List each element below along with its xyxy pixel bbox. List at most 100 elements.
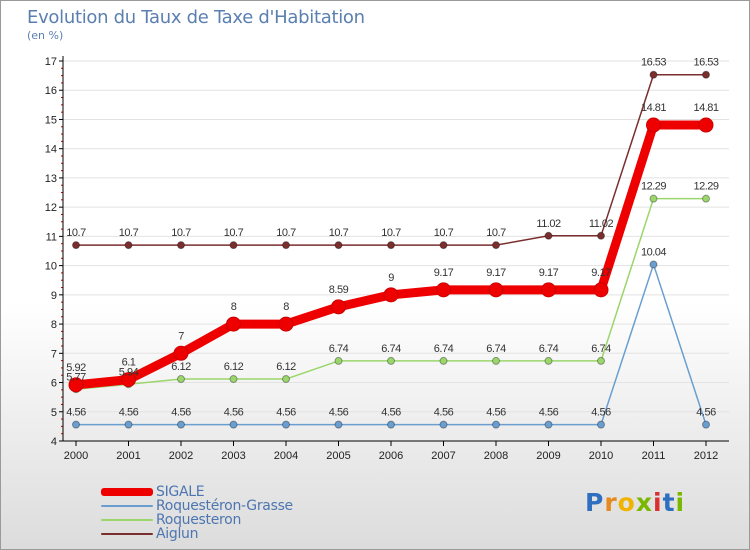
data-label: 10.7 — [224, 227, 244, 239]
data-point — [177, 420, 185, 429]
legend-item-aiglun[interactable]: Aiglun — [101, 527, 293, 541]
x-tick-label: 2000 — [64, 450, 88, 462]
data-point — [597, 356, 605, 365]
legend-item-roqueteron-grasse[interactable]: Roquestéron-Grasse — [101, 499, 293, 513]
y-tick-label: 13 — [45, 173, 57, 185]
data-point — [387, 241, 395, 250]
data-label: 10.7 — [434, 227, 454, 239]
data-label: 5.77 — [66, 371, 86, 383]
x-tick-label: 2011 — [642, 450, 666, 462]
data-label: 10.7 — [66, 227, 86, 239]
y-tick-label: 17 — [45, 56, 57, 68]
logo-letter: P — [585, 488, 605, 517]
data-point — [383, 287, 399, 303]
data-label: 6.12 — [171, 361, 191, 373]
data-point — [334, 420, 343, 429]
x-tick-label: 2012 — [694, 450, 718, 462]
data-point — [278, 316, 294, 332]
data-label: 16.53 — [641, 57, 666, 69]
data-point — [702, 194, 710, 203]
data-label: 4.56 — [66, 407, 86, 419]
legend-item-roquesteron[interactable]: Roquesteron — [101, 513, 293, 527]
y-tick-label: 7 — [51, 348, 57, 360]
data-label: 4.56 — [119, 407, 139, 419]
data-label: 4.56 — [696, 407, 716, 419]
x-tick-label: 2006 — [379, 450, 403, 462]
x-tick-label: 2008 — [484, 450, 508, 462]
data-label: 4.56 — [171, 407, 191, 419]
y-tick-label: 9 — [51, 290, 57, 302]
data-label: 9.17 — [591, 267, 611, 279]
data-label: 6.74 — [486, 343, 506, 355]
data-point — [649, 70, 658, 79]
y-tick-label: 16 — [45, 85, 57, 97]
data-point — [229, 241, 238, 250]
data-label: 10.7 — [329, 227, 349, 239]
data-point — [177, 241, 185, 250]
data-label: 9 — [388, 272, 394, 284]
data-label: 9.17 — [434, 267, 454, 279]
data-label: 6.74 — [329, 343, 349, 355]
y-tick-label: 14 — [45, 144, 57, 156]
logo-letter: x — [635, 488, 653, 517]
data-label: 6.12 — [276, 361, 296, 373]
data-point — [702, 70, 710, 79]
data-label: 10.04 — [641, 246, 666, 258]
data-point — [226, 316, 241, 332]
data-point — [544, 356, 553, 365]
x-tick-label: 2002 — [169, 450, 193, 462]
x-tick-label: 2010 — [589, 450, 613, 462]
x-tick-label: 2003 — [221, 450, 245, 462]
y-tick-label: 4 — [51, 436, 57, 448]
data-label: 12.29 — [641, 181, 666, 193]
x-tick-label: 2007 — [431, 450, 455, 462]
logo-letter: t — [662, 488, 676, 517]
legend-swatch-roquesteron — [101, 519, 153, 521]
chart-subtitle: (en %) — [27, 29, 64, 42]
y-tick-label: 5 — [51, 407, 57, 419]
data-point — [597, 231, 605, 240]
data-label: 4.56 — [434, 407, 454, 419]
data-point — [331, 299, 346, 315]
data-point — [387, 356, 395, 365]
y-tick-label: 11 — [46, 231, 57, 243]
data-point — [124, 241, 133, 250]
legend-label-aiglun: Aiglun — [156, 526, 199, 542]
data-point — [488, 282, 504, 298]
data-label: 10.7 — [486, 227, 506, 239]
data-label: 9.17 — [539, 267, 559, 279]
data-label: 8 — [231, 301, 237, 313]
y-tick-label: 6 — [51, 378, 57, 390]
data-point — [173, 345, 189, 361]
data-point — [544, 231, 553, 240]
legend-label-roquesteron: Roquesteron — [156, 512, 242, 528]
logo-letter: i — [653, 488, 663, 517]
data-point — [177, 375, 185, 384]
proxiti-logo: Proxiti — [585, 488, 685, 517]
data-label: 4.56 — [381, 407, 401, 419]
data-point — [229, 375, 238, 384]
data-point — [436, 282, 451, 298]
legend-item-sigale[interactable]: SIGALE — [101, 485, 293, 499]
data-point — [649, 260, 658, 269]
legend-label-sigale: SIGALE — [156, 484, 205, 500]
data-label: 4.56 — [539, 407, 559, 419]
data-label: 5.94 — [119, 366, 139, 378]
y-tick-label: 15 — [45, 114, 57, 126]
data-point — [492, 241, 500, 250]
data-label: 10.7 — [276, 227, 296, 239]
data-label: 6.74 — [434, 343, 454, 355]
data-point — [698, 117, 714, 133]
x-tick-label: 2005 — [326, 450, 350, 462]
data-point — [439, 241, 448, 250]
data-label: 10.7 — [381, 227, 401, 239]
data-point — [702, 420, 710, 429]
data-label: 9.17 — [486, 267, 506, 279]
data-point — [492, 356, 500, 365]
data-label: 10.7 — [171, 227, 191, 239]
y-tick-label: 8 — [51, 319, 57, 331]
x-tick-label: 2004 — [274, 450, 298, 462]
data-label: 7 — [178, 330, 184, 342]
data-label: 4.56 — [224, 407, 244, 419]
